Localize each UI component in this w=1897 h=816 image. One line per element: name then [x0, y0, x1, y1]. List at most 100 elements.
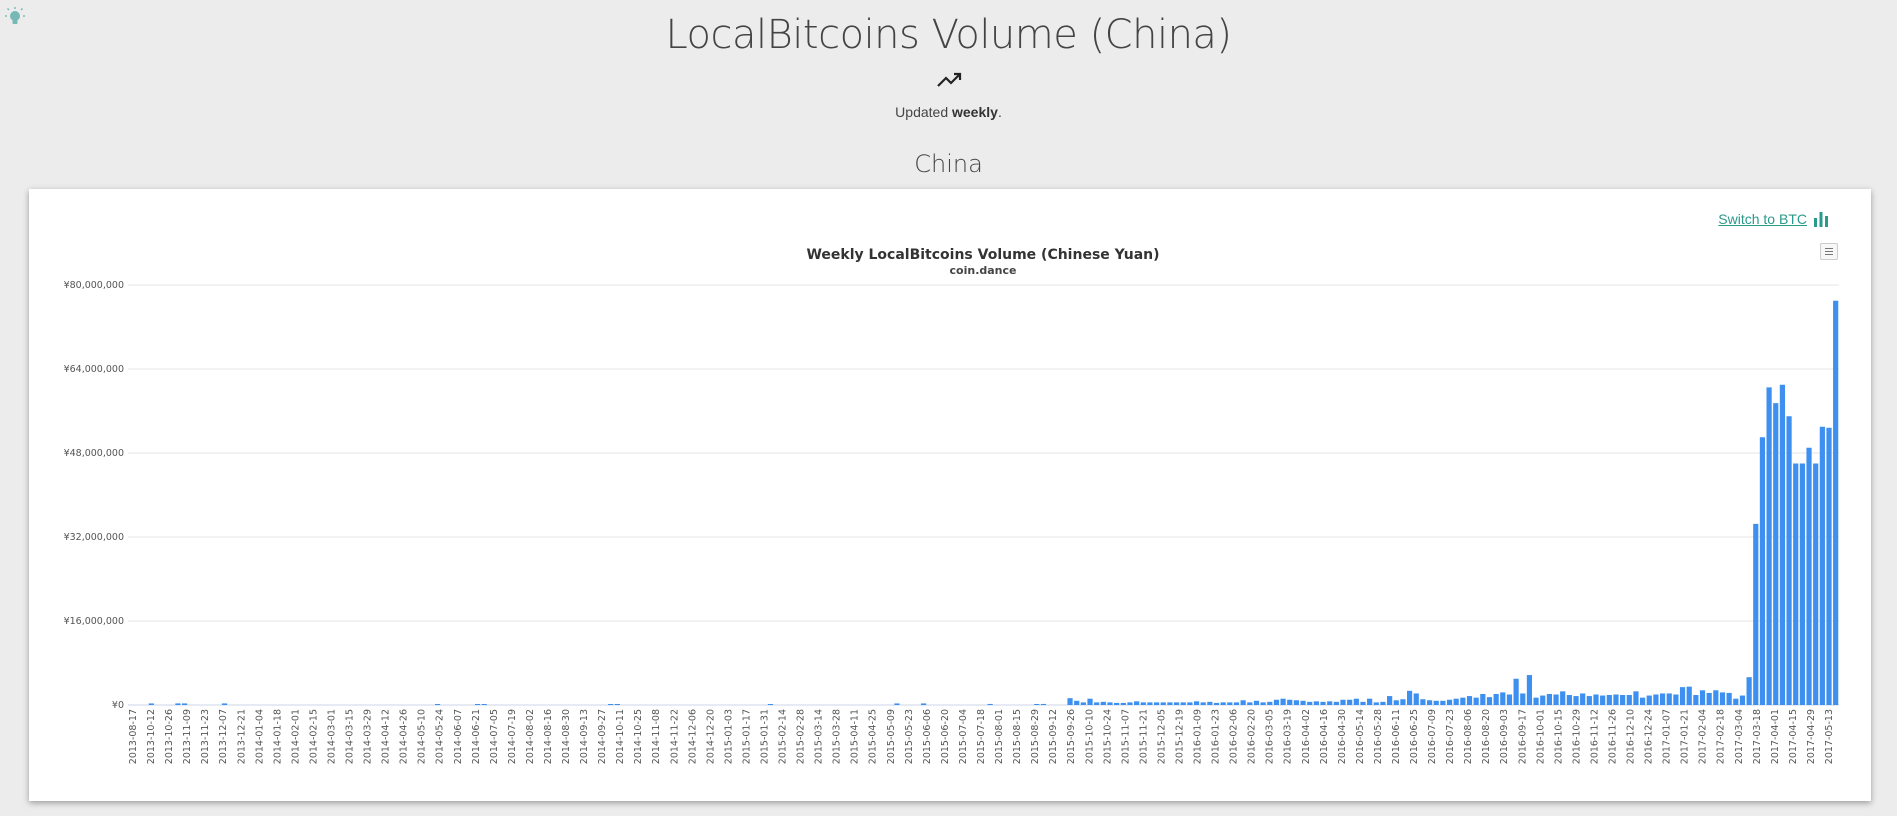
bar[interactable] [1420, 699, 1426, 705]
bar[interactable] [1440, 700, 1446, 705]
bar[interactable] [1094, 702, 1100, 706]
bar[interactable] [1753, 523, 1759, 706]
bar[interactable] [1134, 701, 1140, 705]
bar[interactable] [1779, 384, 1785, 705]
bar[interactable] [1173, 702, 1180, 706]
bar[interactable] [1227, 702, 1233, 706]
bar[interactable] [1766, 387, 1772, 706]
bar[interactable] [1513, 678, 1519, 705]
bar[interactable] [1640, 697, 1646, 705]
bar[interactable] [1813, 463, 1819, 706]
bar[interactable] [1187, 702, 1193, 706]
bar[interactable] [1819, 426, 1825, 705]
bar[interactable] [1127, 702, 1133, 706]
bar[interactable] [1560, 691, 1566, 705]
bar[interactable] [1287, 699, 1293, 705]
bar[interactable] [1087, 698, 1093, 705]
bar[interactable] [1706, 692, 1712, 705]
bar[interactable] [1446, 699, 1453, 705]
bar[interactable] [1673, 694, 1679, 706]
bar[interactable] [1646, 695, 1652, 705]
bar[interactable] [1486, 697, 1493, 706]
bar[interactable] [1693, 695, 1699, 705]
bar[interactable] [1613, 694, 1619, 706]
bar[interactable] [987, 703, 993, 705]
bar[interactable] [221, 703, 228, 705]
bar[interactable] [1307, 701, 1313, 705]
bar[interactable] [608, 704, 614, 705]
bar[interactable] [1074, 700, 1080, 705]
bar[interactable] [1586, 696, 1592, 705]
bar[interactable] [1293, 700, 1299, 705]
bar[interactable] [1313, 701, 1319, 705]
bar[interactable] [474, 704, 481, 705]
bar[interactable] [1267, 701, 1273, 705]
bar[interactable] [1606, 695, 1612, 705]
bar[interactable] [1353, 698, 1359, 705]
bar[interactable] [1193, 701, 1200, 705]
bar[interactable] [1347, 699, 1353, 705]
bar[interactable] [1653, 694, 1659, 706]
bar[interactable] [1100, 701, 1106, 705]
bar[interactable] [1067, 698, 1073, 705]
bar[interactable] [1786, 416, 1792, 705]
bar[interactable] [181, 703, 188, 705]
bar[interactable] [1500, 692, 1506, 705]
bar[interactable] [1526, 675, 1533, 705]
bar[interactable] [1520, 693, 1526, 705]
bar[interactable] [1040, 703, 1047, 705]
bar[interactable] [1540, 695, 1546, 705]
bar[interactable] [1773, 403, 1779, 706]
bar[interactable] [1633, 691, 1639, 705]
bar[interactable] [1380, 701, 1386, 705]
bar[interactable] [1620, 695, 1626, 705]
bar[interactable] [1240, 700, 1246, 705]
bar[interactable] [767, 704, 774, 705]
bar[interactable] [1207, 701, 1213, 705]
bar[interactable] [1666, 693, 1672, 705]
bar[interactable] [1733, 698, 1739, 705]
bar[interactable] [1480, 693, 1486, 705]
bar[interactable] [1699, 690, 1706, 705]
bar[interactable] [1719, 692, 1726, 705]
bar[interactable] [1679, 687, 1686, 705]
bar[interactable] [1160, 702, 1166, 706]
bar[interactable] [175, 703, 181, 705]
bar[interactable] [1573, 696, 1579, 705]
bar[interactable] [1273, 699, 1280, 705]
bar[interactable] [1746, 677, 1752, 705]
bar[interactable] [1360, 701, 1366, 705]
bar[interactable] [1140, 702, 1146, 706]
bar[interactable] [1566, 695, 1572, 705]
bar[interactable] [1034, 704, 1040, 705]
bar[interactable] [1180, 702, 1186, 706]
bar[interactable] [1120, 702, 1126, 705]
bar[interactable] [1167, 702, 1173, 706]
bar[interactable] [1247, 702, 1253, 706]
bar[interactable] [1453, 698, 1459, 705]
bar[interactable] [1373, 702, 1379, 706]
bar[interactable] [1333, 701, 1339, 705]
bar[interactable] [1220, 702, 1226, 706]
bar[interactable] [1793, 463, 1799, 706]
bar[interactable] [1233, 702, 1240, 706]
bar[interactable] [1473, 697, 1479, 705]
bar[interactable] [1213, 702, 1220, 705]
bar[interactable] [1080, 702, 1086, 706]
bar[interactable] [920, 703, 927, 705]
bar[interactable] [148, 703, 154, 705]
lightbulb-icon[interactable] [4, 6, 26, 28]
bar[interactable] [1260, 702, 1266, 706]
bar[interactable] [1493, 693, 1499, 705]
bar[interactable] [614, 704, 620, 705]
bar[interactable] [1253, 700, 1260, 705]
bar[interactable] [1686, 686, 1692, 706]
bar[interactable] [1580, 693, 1586, 705]
bar[interactable] [1713, 690, 1719, 705]
bar[interactable] [1806, 447, 1812, 705]
bar[interactable] [1327, 701, 1333, 705]
bar[interactable] [1533, 697, 1539, 705]
bar[interactable] [1413, 693, 1419, 705]
bar[interactable] [1280, 698, 1286, 705]
bar[interactable] [1593, 694, 1599, 706]
